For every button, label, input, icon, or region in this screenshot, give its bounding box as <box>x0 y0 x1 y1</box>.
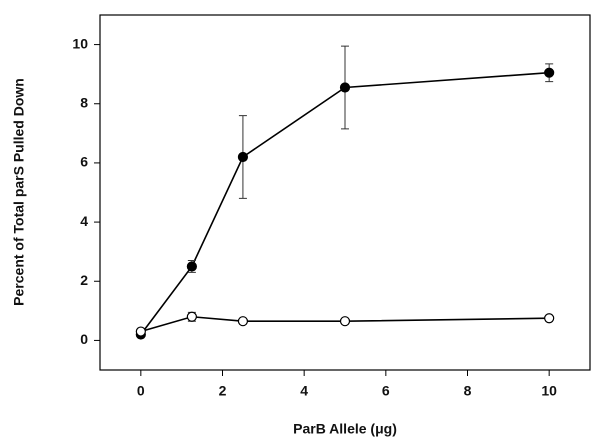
y-tick-label: 4 <box>80 213 88 229</box>
marker <box>237 151 249 163</box>
x-tick-label: 8 <box>464 383 472 399</box>
x-tick-label: 4 <box>300 383 308 399</box>
y-tick-label: 8 <box>80 94 88 110</box>
y-tick-label: 6 <box>80 154 88 170</box>
marker <box>339 82 351 93</box>
marker <box>135 326 146 337</box>
x-axis-label: ParB Allele (μg) <box>293 421 397 437</box>
y-axis-label: Percent of Total parS Pulled Down <box>11 78 27 306</box>
marker <box>544 67 555 78</box>
y-tick-label: 2 <box>80 272 88 288</box>
x-tick-label: 10 <box>541 383 557 399</box>
x-tick-label: 6 <box>382 383 390 399</box>
y-tick-label: 10 <box>72 35 88 51</box>
marker <box>186 261 197 272</box>
x-tick-label: 0 <box>137 383 145 399</box>
y-tick-label: 0 <box>80 331 88 347</box>
marker <box>544 313 555 324</box>
x-tick-label: 2 <box>219 383 227 399</box>
plot-frame <box>99 14 591 371</box>
marker <box>237 316 249 327</box>
marker <box>186 311 197 322</box>
marker <box>339 316 351 327</box>
